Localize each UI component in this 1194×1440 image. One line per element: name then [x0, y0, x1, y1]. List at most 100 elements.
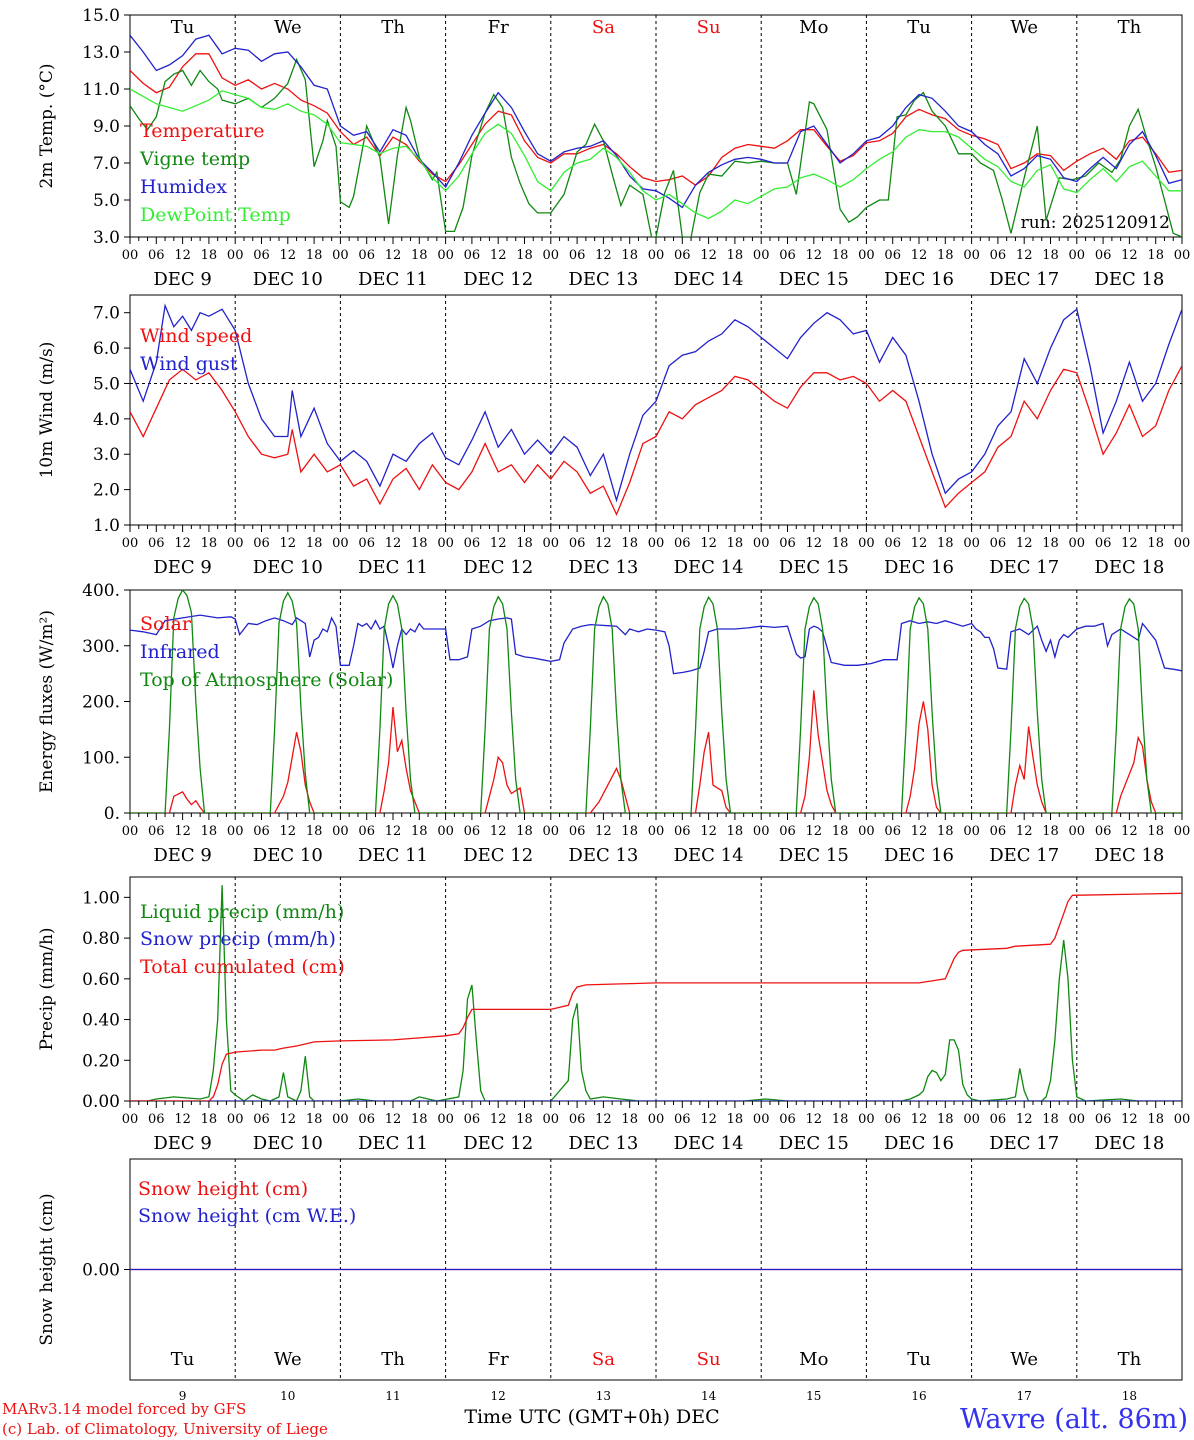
x-date-label: DEC 12 — [463, 269, 533, 290]
x-hour-label: 12 — [1016, 248, 1033, 263]
legend-entry: Snow precip (mm/h) — [140, 928, 336, 950]
x-hour-label: 12 — [806, 824, 823, 839]
x-hour-label: 18 — [306, 824, 323, 839]
x-hour-label: 18 — [1147, 536, 1164, 551]
x-hour-label: 00 — [122, 1112, 139, 1127]
x-date-label: DEC 10 — [253, 845, 323, 866]
y-axis-label: Energy fluxes (W/m²) — [37, 610, 57, 793]
x-hour-label: 12 — [280, 1112, 297, 1127]
x-hour-label: 00 — [648, 824, 665, 839]
x-date-label: DEC 9 — [153, 1133, 212, 1154]
y-tick-label: 1.0 — [93, 516, 120, 536]
y-tick-label: 0. — [104, 804, 120, 824]
x-hour-label: 06 — [148, 536, 165, 551]
x-hour-label: 12 — [1121, 536, 1138, 551]
x-hour-label: 12 — [490, 248, 507, 263]
x-hour-label: 06 — [990, 248, 1007, 263]
day-number-label: 18 — [1122, 1389, 1137, 1403]
x-hour-label: 18 — [1042, 824, 1059, 839]
y-axis-label: 10m Wind (m/s) — [37, 342, 57, 479]
series-line-temperature — [130, 53, 1182, 186]
x-hour-label: 18 — [201, 824, 218, 839]
x-hour-label: 00 — [753, 1112, 770, 1127]
x-hour-label: 00 — [858, 1112, 875, 1127]
y-axis-label: 2m Temp. (°C) — [37, 63, 57, 188]
legend-entry: Solar — [140, 613, 192, 635]
x-hour-label: 00 — [963, 536, 980, 551]
x-hour-label: 00 — [332, 248, 349, 263]
series-group — [130, 303, 1182, 517]
legend-entry: Top of Atmosphere (Solar) — [140, 669, 393, 691]
x-date-label: DEC 14 — [674, 1133, 744, 1154]
x-hour-label: 12 — [385, 536, 402, 551]
series-line-humidex — [130, 34, 1182, 209]
x-hour-label: 18 — [306, 1112, 323, 1127]
x-date-label: DEC 11 — [358, 1133, 428, 1154]
x-hour-label: 06 — [674, 248, 691, 263]
x-date-label: DEC 16 — [884, 1133, 954, 1154]
y-tick-label: 3.0 — [93, 445, 120, 465]
x-hour-label: 06 — [779, 1112, 796, 1127]
y-tick-label: 0.80 — [82, 929, 120, 949]
x-hour-label: 18 — [937, 1112, 954, 1127]
day-number-label: 12 — [491, 1389, 506, 1403]
day-abbr-label: We — [274, 17, 302, 38]
x-hour-label: 00 — [543, 536, 560, 551]
x-hour-label: 18 — [727, 536, 744, 551]
legend-entry: Liquid precip (mm/h) — [140, 901, 344, 923]
x-hour-label: 00 — [332, 536, 349, 551]
day-number-label: 13 — [596, 1389, 611, 1403]
x-date-label: DEC 17 — [989, 1133, 1059, 1154]
y-tick-label: 3.0 — [93, 228, 120, 248]
x-hour-label: 18 — [937, 824, 954, 839]
x-date-label: DEC 9 — [153, 269, 212, 290]
x-hour-label: 06 — [779, 248, 796, 263]
x-hour-label: 00 — [1069, 824, 1086, 839]
y-tick-label: 7.0 — [93, 154, 120, 174]
legend-entry: Snow height (cm W.E.) — [138, 1205, 356, 1227]
x-hour-label: 12 — [490, 1112, 507, 1127]
x-hour-label: 18 — [832, 824, 849, 839]
x-date-label: DEC 17 — [989, 557, 1059, 578]
x-date-label: DEC 18 — [1094, 1133, 1164, 1154]
y-tick-label: 11.0 — [82, 80, 120, 100]
x-hour-label: 12 — [1016, 824, 1033, 839]
x-hour-label: 00 — [227, 248, 244, 263]
x-hour-label: 18 — [937, 248, 954, 263]
day-abbr-label: Fr — [488, 1349, 509, 1370]
day-abbr-label: Su — [697, 1349, 721, 1370]
x-hour-label: 00 — [1174, 248, 1191, 263]
x-hour-label: 00 — [437, 1112, 454, 1127]
x-hour-label: 12 — [385, 1112, 402, 1127]
x-date-label: DEC 14 — [674, 557, 744, 578]
x-hour-label: 18 — [1042, 536, 1059, 551]
x-hour-label: 00 — [1174, 824, 1191, 839]
x-hour-label: 06 — [1095, 536, 1112, 551]
x-hour-label: 06 — [569, 536, 586, 551]
x-hour-label: 12 — [806, 1112, 823, 1127]
day-abbr-label: Tu — [907, 17, 931, 38]
y-tick-label: 100. — [82, 748, 120, 768]
x-date-label: DEC 18 — [1094, 269, 1164, 290]
panel-5: 0.00 Snow height (cm) Snow height (cm) Snow… — [37, 1158, 1183, 1403]
x-hour-label: 00 — [963, 248, 980, 263]
x-hour-label: 06 — [253, 248, 270, 263]
x-hour-label: 12 — [385, 248, 402, 263]
x-hour-label: 00 — [437, 248, 454, 263]
day-abbr-label: Th — [381, 1349, 405, 1370]
x-hour-label: 18 — [832, 248, 849, 263]
x-date-label: DEC 11 — [358, 269, 428, 290]
x-hour-label: 12 — [174, 536, 191, 551]
x-date-label: DEC 16 — [884, 845, 954, 866]
x-hour-label: 18 — [621, 536, 638, 551]
series-group — [130, 885, 1182, 1101]
x-date-label: DEC 9 — [153, 557, 212, 578]
x-date-label: DEC 13 — [568, 269, 638, 290]
panel-3: 0. 100. 200. 300. 400. Energy fluxes (W/m²) 00… — [37, 581, 1190, 866]
x-hour-label: 12 — [385, 824, 402, 839]
x-hour-label: 06 — [464, 1112, 481, 1127]
x-hour-label: 18 — [832, 1112, 849, 1127]
x-hour-label: 12 — [595, 248, 612, 263]
x-hour-label: 06 — [569, 824, 586, 839]
